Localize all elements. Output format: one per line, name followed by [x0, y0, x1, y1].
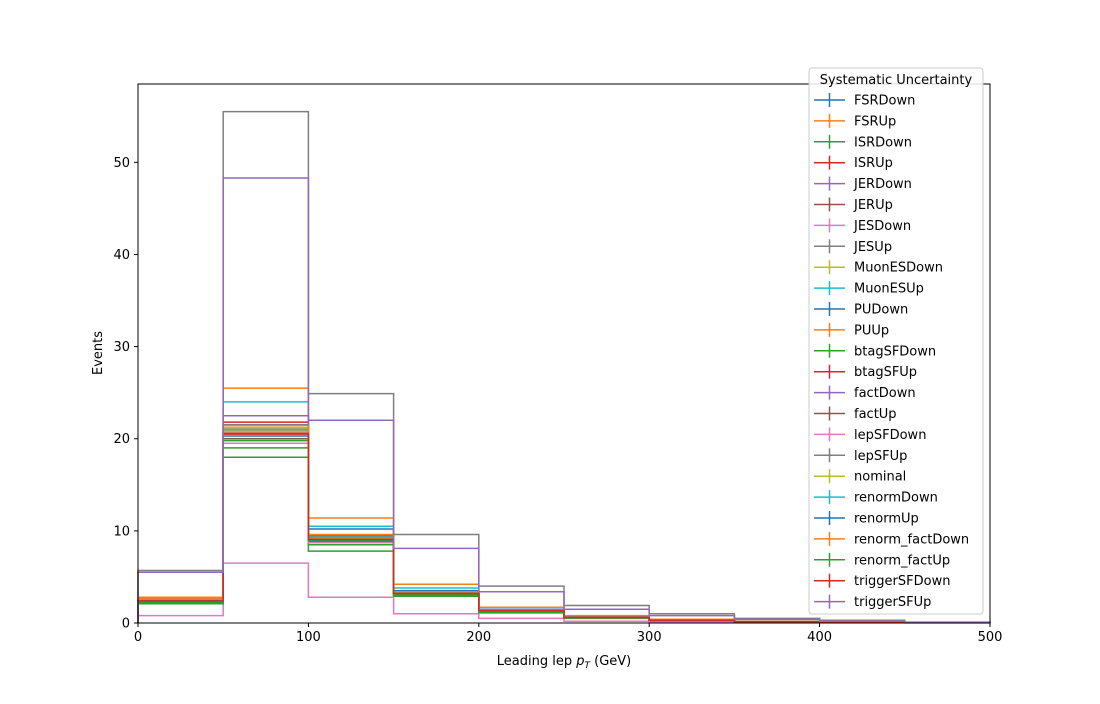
legend-label: FSRDown	[854, 94, 915, 109]
legend-entry-renorm_factUp: renorm_factUp	[814, 552, 950, 568]
y-axis: 0 10 20 30 40 50	[113, 156, 138, 632]
series-layer	[137, 110, 991, 624]
legend: Systematic Uncertainty FSRDown FSRUp ISRDo…	[808, 67, 984, 615]
legend-entry-MuonESDown: MuonESDown	[814, 260, 943, 276]
legend-label: JESUp	[853, 240, 892, 255]
x-tick-label: 100	[296, 630, 321, 645]
legend-label: renormDown	[854, 491, 938, 506]
y-tick-label: 40	[113, 248, 130, 263]
legend-label: renormUp	[854, 512, 919, 527]
legend-entry-JERDown: JERDown	[814, 176, 912, 192]
legend-entry-ISRDown: ISRDown	[814, 134, 912, 150]
legend-entry-btagSFDown: btagSFDown	[814, 343, 936, 359]
legend-label: triggerSFUp	[854, 595, 931, 610]
legend-entry-JESDown: JESDown	[814, 218, 911, 234]
legend-label: PUDown	[854, 303, 908, 318]
legend-entry-factDown: factDown	[814, 385, 916, 401]
legend-label: MuonESDown	[854, 261, 943, 276]
legend-entry-btagSFUp: btagSFUp	[814, 364, 917, 380]
x-axis-label: Leading lep pT (GeV)	[497, 654, 631, 671]
legend-entry-lepSFUp: lepSFUp	[814, 448, 907, 464]
x-axis: 0 100 200 300 400 500	[134, 623, 1003, 645]
legend-entry-FSRUp: FSRUp	[814, 113, 896, 129]
legend-label: renorm_factDown	[854, 532, 969, 547]
y-axis-label: Events	[91, 331, 106, 375]
legend-entry-renorm_factDown: renorm_factDown	[814, 531, 969, 547]
legend-entry-PUDown: PUDown	[814, 302, 908, 318]
y-tick-label: 50	[113, 156, 130, 171]
legend-label: MuonESUp	[854, 282, 924, 297]
legend-entry-ISRUp: ISRUp	[814, 155, 893, 171]
legend-label: ISRUp	[854, 156, 893, 171]
y-tick-label: 0	[122, 617, 130, 632]
legend-label: ISRDown	[854, 135, 912, 150]
legend-entry-FSRDown: FSRDown	[814, 93, 915, 109]
x-tick-label: 500	[978, 630, 1003, 645]
legend-entry-factUp: factUp	[814, 406, 897, 422]
legend-label: nominal	[854, 470, 906, 485]
legend-entry-MuonESUp: MuonESUp	[814, 281, 924, 297]
legend-label: btagSFUp	[854, 365, 917, 380]
x-tick-label: 0	[134, 630, 142, 645]
legend-label: triggerSFDown	[854, 574, 950, 589]
y-tick-label: 30	[113, 340, 130, 355]
legend-entry-JESUp: JESUp	[814, 239, 892, 255]
legend-label: factDown	[854, 386, 916, 401]
plot-frame	[137, 83, 991, 624]
y-tick-label: 10	[113, 524, 130, 539]
legend-entry-triggerSFDown: triggerSFDown	[814, 573, 950, 589]
legend-label: factUp	[854, 407, 897, 422]
x-tick-label: 400	[807, 630, 832, 645]
y-tick-label: 20	[113, 432, 130, 447]
series-line-triggerSFUp	[137, 177, 991, 624]
legend-entry-triggerSFUp: triggerSFUp	[814, 594, 931, 610]
legend-label: renorm_factUp	[854, 553, 950, 568]
legend-entry-JERUp: JERUp	[814, 197, 893, 213]
legend-box	[808, 67, 984, 615]
legend-label: FSRUp	[854, 114, 896, 129]
series-line-triggerSFDown	[137, 432, 991, 624]
x-tick-label: 300	[637, 630, 662, 645]
legend-entry-lepSFDown: lepSFDown	[814, 427, 926, 443]
legend-label: JERDown	[853, 177, 912, 192]
legend-entry-renormUp: renormUp	[814, 511, 919, 527]
legend-entry-renormDown: renormDown	[814, 490, 938, 506]
legend-label: lepSFUp	[854, 449, 907, 464]
legend-entry-nominal: nominal	[814, 469, 906, 485]
legend-entry-PUUp: PUUp	[814, 322, 889, 338]
legend-entries: FSRDown FSRUp ISRDown ISRUp JERDown JERUp JESD…	[814, 93, 969, 610]
x-tick-label: 200	[466, 630, 491, 645]
legend-label: btagSFDown	[854, 344, 936, 359]
legend-label: JERUp	[853, 198, 893, 213]
legend-title: Systematic Uncertainty	[820, 73, 973, 88]
legend-label: lepSFDown	[854, 428, 926, 443]
legend-label: PUUp	[854, 323, 889, 338]
legend-label: JESDown	[853, 219, 911, 234]
